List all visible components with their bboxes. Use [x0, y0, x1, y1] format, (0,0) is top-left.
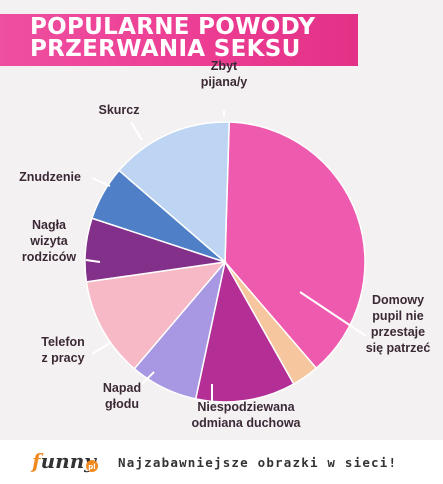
- slice-label-3: Znudzenie: [19, 170, 81, 184]
- title-band: [0, 14, 358, 66]
- funny-pl-logo[interactable]: funny pl: [30, 446, 100, 478]
- svg-text:pl: pl: [88, 463, 95, 471]
- slice-label-6: Napad głodu: [103, 381, 141, 411]
- leader-line-0: [299, 291, 367, 337]
- footer: funny pl Najzabawniejsze obrazki w sieci…: [0, 440, 443, 484]
- chart-title: POPULARNE POWODY PRZERWANIA SEKSU: [30, 14, 316, 62]
- footer-slogan: Najzabawniejsze obrazki w sieci!: [118, 455, 398, 470]
- infographic: POPULARNE POWODY PRZERWANIA SEKSU Domowy…: [0, 0, 443, 440]
- leader-line-4: [85, 259, 101, 263]
- pie-slice-0: [224, 121, 366, 370]
- pie-slice-1: [118, 121, 230, 264]
- title-line-2: PRZERWANIA SEKSU: [30, 36, 301, 62]
- slice-label-0: Domowy pupil nie przestaje się patrzeć: [366, 293, 431, 355]
- leader-line-5: [91, 342, 111, 355]
- pie-chart: Domowy pupil nie przestaje się patrzeć Zbyt p…: [19, 59, 431, 430]
- leader-line-6: [141, 371, 155, 385]
- leader-line-3: [91, 177, 111, 187]
- pie-slice-4: [85, 260, 227, 370]
- title-line-1: POPULARNE POWODY: [30, 14, 316, 40]
- slice-label-7: Niespodziewana odmiana duchowa: [191, 400, 301, 430]
- pie-slice-6: [194, 259, 295, 403]
- svg-text:funny: funny: [30, 449, 97, 473]
- slice-label-4: Nagła wizyta rodziców: [22, 218, 76, 264]
- slice-label-2: Skurcz: [99, 103, 140, 117]
- logo-f: f: [30, 449, 44, 473]
- slice-label-1: Zbyt pijana/y: [201, 59, 248, 89]
- slice-label-5: Telefon z pracy: [41, 335, 85, 365]
- leader-line-2: [130, 121, 143, 141]
